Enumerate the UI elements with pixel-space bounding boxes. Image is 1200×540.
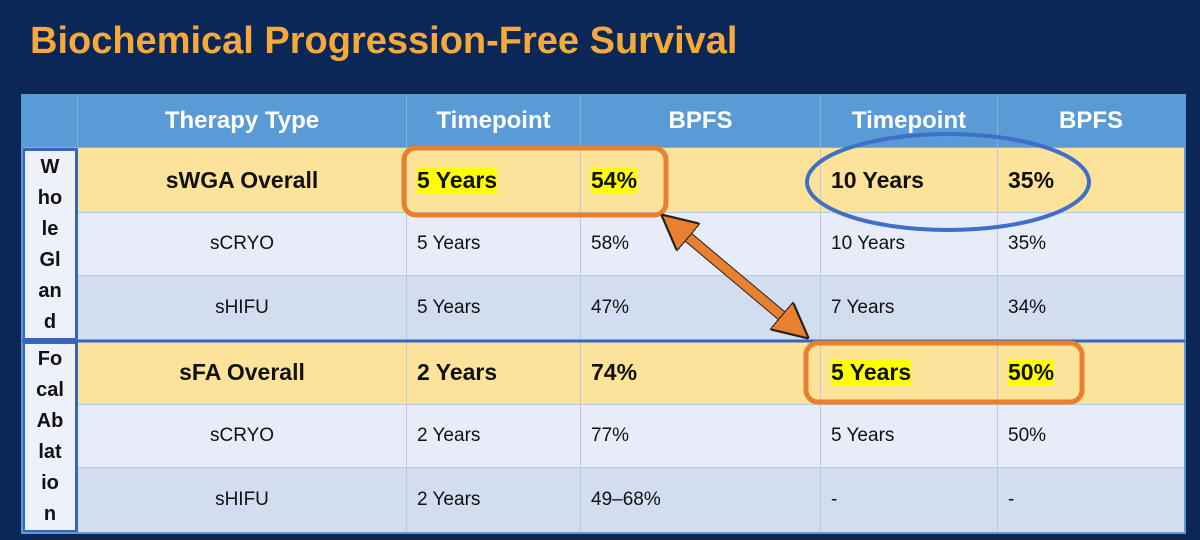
header-cell: Timepoint [407, 95, 581, 148]
cell-text: 7 Years [831, 297, 895, 318]
highlight-ellipse [805, 132, 1091, 232]
table-cell: sFA Overall [78, 341, 407, 405]
cell-text: 47% [591, 297, 630, 318]
table-cell: 5 Years [821, 405, 998, 468]
highlight-box [803, 340, 1085, 405]
cell-text: 54% [591, 166, 638, 194]
cell-text: 2 Years [417, 489, 481, 510]
table-cell: 77% [581, 405, 821, 468]
cell-text: 2 Years [417, 425, 481, 446]
header-cell: BPFS [581, 95, 821, 148]
table-cell: 5 Years [407, 213, 581, 276]
cell-text: 49–68% [591, 489, 661, 510]
header-cell: Timepoint [821, 95, 998, 148]
table-cell: 54% [581, 148, 821, 213]
cell-text: 50% [1008, 425, 1047, 446]
group-label-line: le [41, 217, 59, 240]
cell-text: 34% [1008, 297, 1047, 318]
table-cell: 35% [998, 148, 1185, 213]
group-label: Fo cal Ab lat io n [22, 341, 78, 533]
cell-text: sWGA Overall [165, 166, 319, 193]
group-label-line: n [43, 503, 57, 525]
table-cell: sCRYO [78, 405, 407, 468]
table-cell: 2 Years [407, 468, 581, 533]
table-border [21, 94, 1186, 534]
table-cell: sHIFU [78, 468, 407, 533]
header-cell: Therapy Type [78, 95, 407, 148]
group-label-line: lat [38, 441, 62, 463]
table-cell: sHIFU [78, 276, 407, 341]
cell-text: 50% [1008, 359, 1055, 386]
table-cell: 5 Years [407, 148, 581, 213]
cell-text: 5 Years [831, 359, 912, 386]
table-cell: sCRYO [78, 213, 407, 276]
cell-text: sHIFU [215, 297, 269, 318]
table-cell: 7 Years [821, 276, 998, 341]
cell-text: sFA Overall [179, 359, 305, 385]
group-label-line: W [40, 155, 60, 178]
cell-text: 5 Years [417, 166, 498, 194]
table-cell: 35% [998, 213, 1185, 276]
cell-text: 5 Years [831, 425, 895, 446]
table-cell: 5 Years [821, 341, 998, 405]
cell-text: 5 Years [417, 233, 481, 254]
table-cell: 50% [998, 405, 1185, 468]
cell-text: 58% [591, 233, 630, 254]
group-label-line: Gl [39, 248, 61, 271]
table-cell: 10 Years [821, 148, 998, 213]
cell-text: 74% [591, 359, 638, 385]
table-cell: 2 Years [407, 341, 581, 405]
cell-text: - [1008, 489, 1015, 510]
slide-title: Biochemical Progression-Free Survival [30, 20, 738, 62]
table-cell: 50% [998, 341, 1185, 405]
cell-text: 35% [1008, 233, 1047, 254]
cell-text: 5 Years [417, 297, 481, 318]
table-cell: - [998, 468, 1185, 533]
table-cell: 74% [581, 341, 821, 405]
cell-text: 77% [591, 425, 630, 446]
table-cell: 10 Years [821, 213, 998, 276]
cell-text: sCRYO [209, 233, 275, 254]
table-cell: sWGA Overall [78, 148, 407, 213]
header-corner [22, 95, 78, 148]
cell-text: 10 Years [831, 166, 924, 193]
cell-text: sCRYO [209, 425, 275, 446]
group-label-line: Ab [36, 410, 64, 432]
cell-text: 10 Years [831, 233, 905, 254]
cell-text: - [831, 489, 838, 510]
double-arrow [675, 226, 795, 327]
table-cell: 34% [998, 276, 1185, 341]
group-label-line: an [38, 279, 62, 302]
table-cell: 2 Years [407, 405, 581, 468]
group-label-line: ho [37, 186, 63, 209]
highlight-box [401, 145, 669, 218]
group-label-line: cal [36, 379, 64, 401]
cell-text: sHIFU [215, 489, 269, 510]
header-cell: BPFS [998, 95, 1185, 148]
group-label-line: d [43, 310, 57, 333]
group-label-line: io [41, 472, 59, 494]
cell-text: 2 Years [417, 359, 498, 385]
group-label-line: Fo [37, 348, 63, 370]
cell-text: 35% [1008, 166, 1055, 193]
table-cell: 49–68% [581, 468, 821, 533]
